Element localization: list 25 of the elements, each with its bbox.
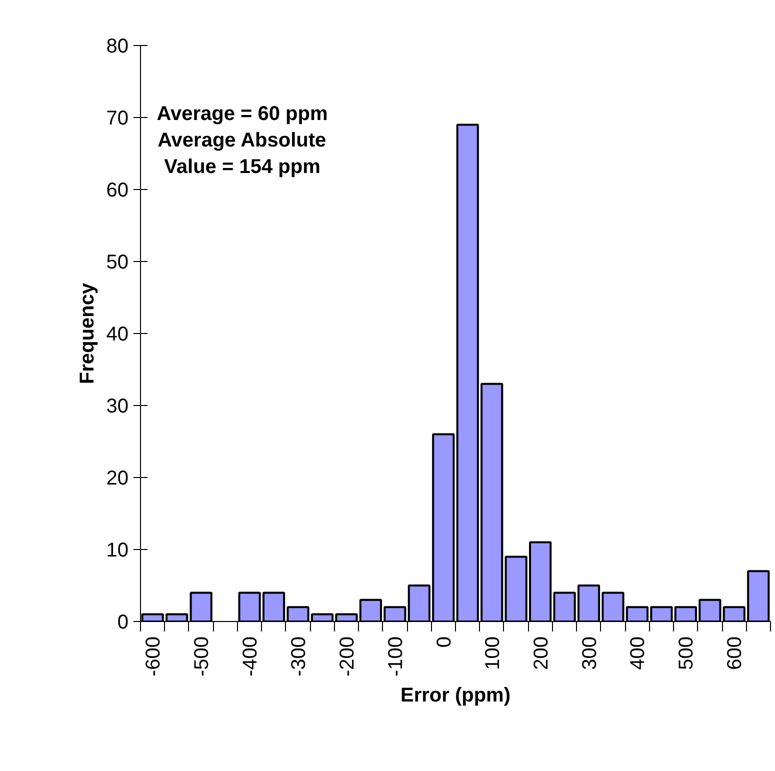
x-tick-label: 300	[578, 636, 601, 670]
y-tick-label: 80	[106, 36, 129, 58]
x-tick-label: 200	[530, 636, 552, 670]
x-tick-label: 100	[482, 636, 504, 670]
y-axis-title: Frequency	[76, 282, 98, 384]
y-tick-label: 50	[106, 252, 129, 274]
annotation: Average = 60 ppm Average Absolute Value = 154 ppm	[156, 103, 328, 178]
y-tick-label: 10	[106, 540, 129, 562]
x-tick-label: -100	[384, 636, 407, 677]
y-tick-label: 20	[106, 468, 129, 490]
y-tick-label: 70	[106, 108, 129, 130]
x-tick-label: 400	[627, 636, 650, 670]
y-tick-label: 0	[117, 612, 128, 634]
y-tick-label: 30	[106, 396, 129, 418]
x-tick-label: -600	[142, 636, 165, 677]
x-axis-title: Error (ppm)	[400, 684, 510, 707]
x-tick-label: -400	[240, 636, 262, 677]
x-tick-label: -500	[191, 636, 214, 677]
x-tick-label: -200	[336, 636, 358, 677]
y-tick-label: 60	[106, 180, 129, 202]
x-tick-label: 0	[433, 636, 456, 648]
x-tick-label: -300	[288, 636, 310, 677]
x-tick-label: 600	[724, 636, 746, 670]
x-tick-label: 500	[676, 636, 698, 670]
y-tick-label: 40	[106, 324, 129, 346]
